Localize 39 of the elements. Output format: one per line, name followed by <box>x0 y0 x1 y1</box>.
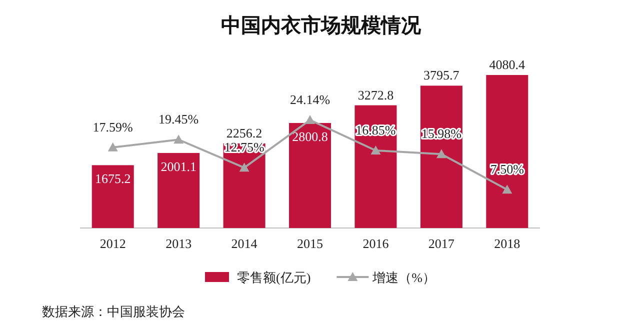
point <box>370 146 381 154</box>
x-tick-label: 2012 <box>100 236 126 251</box>
point <box>239 162 250 172</box>
source-note: 数据来源：中国服装协会 <box>42 304 185 319</box>
chart-title: 中国内衣市场规模情况 <box>221 14 422 37</box>
bar <box>92 165 134 228</box>
data-label: 24.14% <box>290 92 330 107</box>
data-label: 4080.4 <box>489 57 526 72</box>
x-tick-label: 2013 <box>166 236 192 251</box>
data-label: 3272.8 <box>358 87 394 102</box>
point <box>108 142 118 152</box>
data-label: 2256.2 <box>226 125 262 140</box>
data-label: 1675.2 <box>94 171 131 186</box>
data-label: 12.75% <box>224 140 264 155</box>
x-tick-label: 2014 <box>231 236 258 251</box>
bar <box>158 152 200 228</box>
point <box>305 115 315 124</box>
bar <box>289 122 331 228</box>
data-label: 3795.7 <box>424 68 460 83</box>
bar <box>223 143 266 228</box>
x-tick-label: 2016 <box>362 236 390 251</box>
x-tick-label: 2015 <box>297 236 323 251</box>
data-label: 2800.8 <box>292 128 328 144</box>
data-label: 16.85% <box>356 122 396 138</box>
data-label: 7.50% <box>490 162 524 177</box>
point <box>436 149 446 158</box>
x-tick-label: 2017 <box>428 236 455 251</box>
bar <box>420 86 462 228</box>
legend-label: 零售额(亿元) <box>237 270 311 285</box>
bar <box>486 75 528 228</box>
data-label: 15.98% <box>421 126 462 142</box>
x-tick-label: 2018 <box>494 236 520 251</box>
point <box>502 184 512 194</box>
data-label: 17.59% <box>92 119 134 134</box>
point <box>174 134 184 144</box>
data-label: 2001.1 <box>160 158 196 174</box>
data-label: 19.45% <box>158 112 199 127</box>
bar <box>354 105 397 228</box>
legend-label: 增速（%） <box>372 270 436 285</box>
